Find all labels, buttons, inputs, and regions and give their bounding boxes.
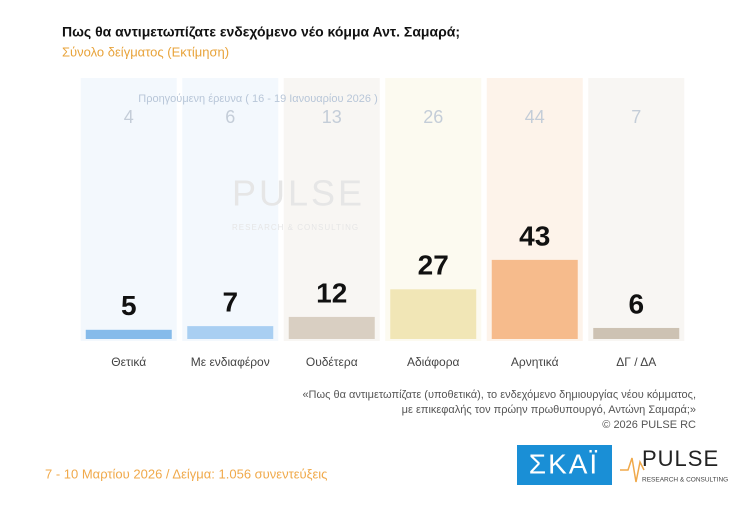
previous-value: 26 <box>423 107 443 127</box>
x-tick-label: Θετικά <box>111 355 146 369</box>
previous-value: 6 <box>225 107 235 127</box>
previous-value: 13 <box>322 107 342 127</box>
watermark: PULSE <box>232 173 365 214</box>
background-column <box>588 78 685 341</box>
bar <box>491 259 578 339</box>
previous-value: 7 <box>631 107 641 127</box>
value-label: 5 <box>121 290 137 321</box>
x-tick-label: Αρνητικά <box>511 355 559 369</box>
value-label: 6 <box>628 288 644 319</box>
value-label: 43 <box>519 220 550 251</box>
value-label: 7 <box>222 287 238 318</box>
chart-subtitle: Σύνολο δείγματος (Εκτίμηση) <box>62 44 229 59</box>
watermark-sub: RESEARCH & CONSULTING <box>232 223 359 232</box>
copyright: © 2026 PULSE RC <box>602 419 696 431</box>
note: «Πως θα αντιμετωπίζατε (υποθετικά), το ε… <box>302 389 696 401</box>
logo-skai: ΣΚΑΪ <box>529 448 599 479</box>
logo-pulse-wave <box>620 457 645 483</box>
background-column <box>182 78 279 341</box>
value-label: 12 <box>316 277 347 308</box>
background-column <box>80 78 177 341</box>
note: με επικεφαλής τον πρώην πρωθυπουργό, Αντ… <box>402 404 696 416</box>
bar <box>85 329 172 339</box>
x-tick-label: Με ενδιαφέρον <box>191 355 270 369</box>
bar <box>593 327 680 339</box>
previous-value: 44 <box>525 107 545 127</box>
x-tick-label: Αδιάφορα <box>407 355 460 369</box>
footer: 7 - 10 Μαρτίου 2026 / Δείγμα: 1.056 συνε… <box>45 466 327 481</box>
previous-label: Προηγούμενη έρευνα ( 16 - 19 Ιανουαρίου … <box>138 93 378 105</box>
x-tick-label: ΔΓ / ΔΑ <box>616 355 656 369</box>
bar <box>390 289 477 339</box>
background-column <box>283 78 380 341</box>
x-tick-label: Ουδέτερα <box>306 355 358 369</box>
previous-value: 4 <box>124 107 134 127</box>
value-label: 27 <box>418 250 449 281</box>
logo-skai-box <box>517 445 612 485</box>
logo-pulse-sub: RESEARCH & CONSULTING <box>642 477 728 484</box>
chart-title: Πως θα αντιμετωπίζατε ενδεχόμενο νέο κόμ… <box>62 24 460 40</box>
bar <box>187 326 274 339</box>
logo-pulse: PULSE <box>642 446 719 471</box>
bar <box>288 316 375 339</box>
